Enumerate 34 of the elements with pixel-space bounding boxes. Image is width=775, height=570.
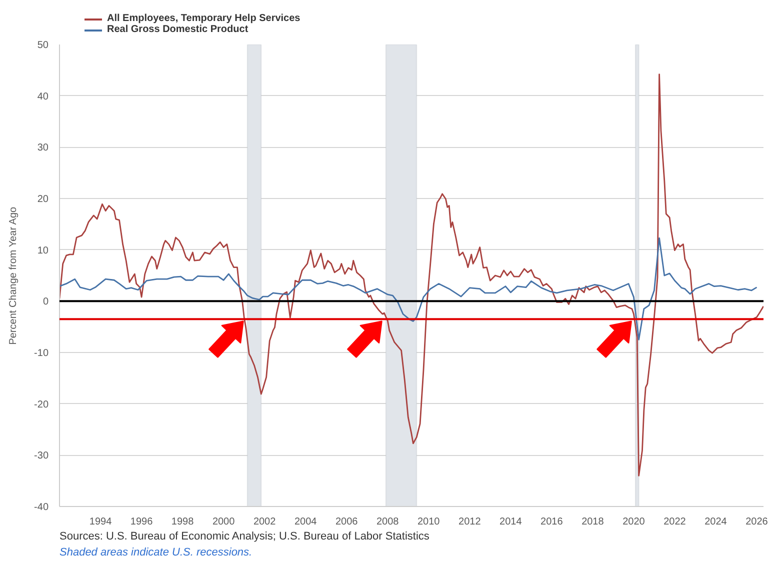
x-tick-label: 1996 (130, 516, 154, 528)
x-tick-label: 2020 (622, 516, 646, 528)
x-tick-label: 2000 (212, 516, 236, 528)
x-tick-label: 2024 (704, 516, 728, 528)
x-tick-label: 2022 (664, 516, 686, 528)
source-note: Sources: U.S. Bureau of Economic Analysis; U.S. Bureau of Labor Statistics (60, 530, 430, 542)
legend-label: All Employees, Temporary Help Services (107, 13, 300, 24)
x-tick-label: 2026 (746, 516, 768, 528)
y-tick-label: -30 (34, 450, 49, 462)
x-tick-label: 1994 (89, 516, 112, 528)
x-tick-label: 2010 (418, 516, 440, 528)
y-tick-label: 50 (37, 40, 49, 51)
x-tick-label: 2006 (335, 516, 358, 528)
text: Shaded areas indicate U.S. recessions. (60, 546, 252, 558)
x-tick-label: 2014 (500, 516, 522, 528)
y-axis-title: Percent Change from Year Ago (8, 206, 20, 345)
y-tick-label: 40 (37, 91, 49, 102)
line-series (60, 74, 764, 476)
x-tick-label: 2016 (540, 516, 564, 528)
y-tick-label: 20 (37, 194, 49, 205)
x-tick-label: 2008 (376, 516, 400, 528)
y-tick-label: -40 (34, 502, 49, 513)
legend-label: Real Gross Domestic Product (107, 24, 248, 35)
x-tick-label: 2018 (582, 516, 604, 528)
x-tick-label: 2002 (253, 516, 276, 528)
y-tick-label: -10 (34, 348, 49, 359)
y-tick-label: -20 (34, 399, 49, 410)
y-tick-label: 10 (37, 245, 49, 256)
x-tick-label: 2004 (294, 516, 318, 528)
y-tick-label: 0 (42, 296, 49, 308)
x-tick-label: 2012 (458, 516, 482, 528)
y-tick-label: 30 (37, 142, 49, 154)
line-series (60, 237, 758, 340)
x-tick-label: 1998 (171, 516, 194, 528)
